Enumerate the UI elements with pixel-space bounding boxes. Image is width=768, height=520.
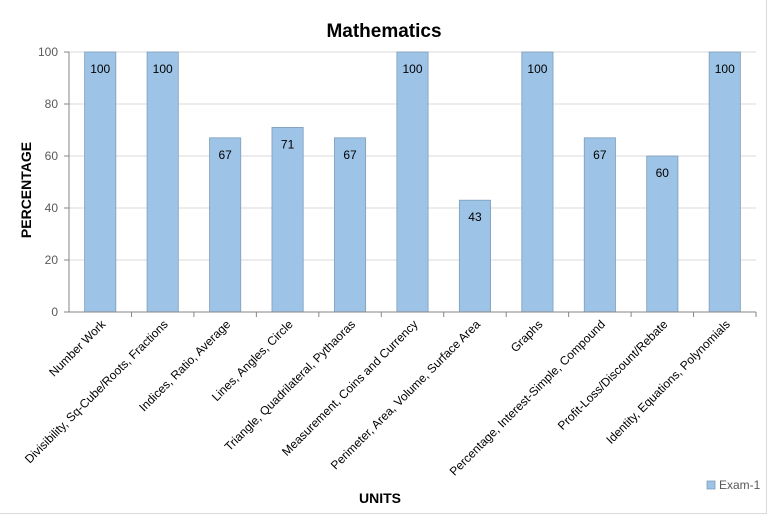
bar <box>396 51 429 313</box>
y-tick-label: 40 <box>45 201 59 215</box>
data-label: 100 <box>715 62 735 76</box>
x-tick-label: Profit-Loss/Discount/Rebate <box>555 317 671 433</box>
y-tick-label: 80 <box>45 97 59 111</box>
bar <box>84 51 117 313</box>
data-label: 100 <box>527 62 547 76</box>
bar <box>521 51 554 313</box>
legend-label: Exam-1 <box>719 478 761 492</box>
y-tick-label: 100 <box>38 45 58 59</box>
y-tick-label: 60 <box>45 149 59 163</box>
data-labels: 100 100 67 71 67 100 43 100 67 60 100 <box>90 62 735 224</box>
x-tick-label: Identity, Equations, Polynomials <box>603 317 733 447</box>
y-axis-label: PERCENTAGE <box>18 142 34 238</box>
axes <box>64 51 757 317</box>
bar <box>708 51 741 313</box>
y-tick-label: 0 <box>51 305 58 319</box>
bar <box>583 137 616 313</box>
x-tick-label: Triangle, Quadrilateral, Pythaoras <box>222 317 358 453</box>
data-label: 67 <box>343 148 357 162</box>
bar <box>271 127 304 313</box>
y-tick-label: 20 <box>45 253 59 267</box>
bar <box>458 199 491 313</box>
data-label: 67 <box>218 148 232 162</box>
x-tick-label: Measurement, Coins and Currency <box>279 317 420 458</box>
data-label: 67 <box>593 148 607 162</box>
data-label: 71 <box>281 137 295 151</box>
x-axis-label: UNITS <box>359 490 401 506</box>
bars <box>84 51 741 313</box>
data-label: 100 <box>153 62 173 76</box>
data-label: 100 <box>90 62 110 76</box>
chart-title: Mathematics <box>326 21 441 42</box>
x-tick-label: Number Work <box>46 317 109 380</box>
data-label: 100 <box>402 62 422 76</box>
data-label: 43 <box>468 210 482 224</box>
legend: Exam-1 <box>706 478 761 492</box>
bar <box>146 51 179 313</box>
x-tick-label: Graphs <box>508 317 546 355</box>
bar <box>334 137 367 313</box>
bar <box>209 137 242 313</box>
legend-swatch <box>706 480 716 490</box>
data-label: 60 <box>656 166 670 180</box>
